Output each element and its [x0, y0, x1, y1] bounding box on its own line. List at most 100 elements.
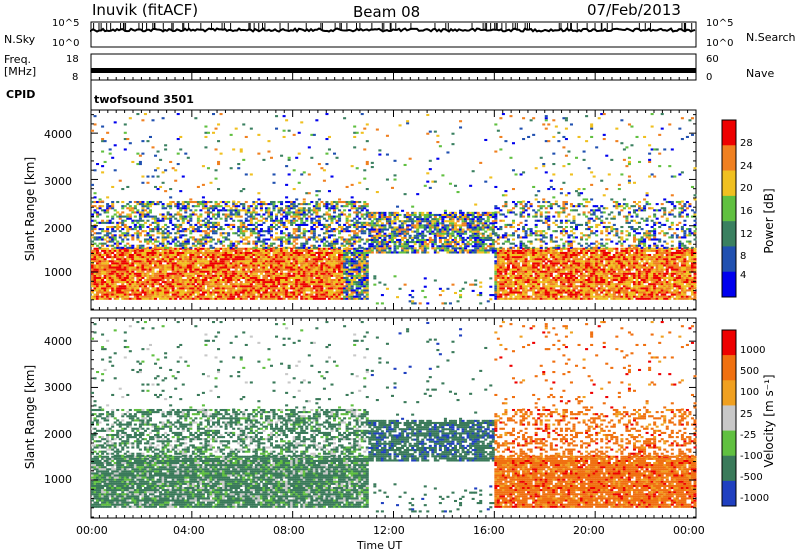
- power-cell: [355, 256, 359, 259]
- power-cell: [118, 264, 122, 267]
- power-cell: [454, 241, 458, 244]
- power-cell: [292, 256, 296, 259]
- power-cell: [184, 274, 188, 277]
- power-cell: [481, 213, 485, 217]
- power-cell: [451, 213, 455, 217]
- power-cell: [154, 283, 158, 286]
- power-cell: [237, 213, 241, 216]
- power-cell: [370, 211, 374, 214]
- power-cell: [159, 262, 163, 265]
- power-cell: [358, 221, 362, 224]
- power-cell: [300, 291, 304, 294]
- power-cell: [212, 262, 216, 265]
- power-cell: [214, 213, 218, 216]
- power-cell: [315, 246, 319, 249]
- power-cell: [181, 244, 185, 247]
- power-cell: [239, 225, 243, 229]
- power-cell: [380, 243, 384, 246]
- power-cell: [269, 223, 273, 226]
- power-cell: [224, 272, 228, 275]
- power-cell: [227, 287, 231, 290]
- power-cell: [287, 295, 291, 298]
- power-cell: [317, 221, 321, 224]
- power-cell: [302, 215, 306, 218]
- power-cell: [353, 297, 357, 300]
- power-cell: [262, 266, 266, 269]
- power-cell: [138, 232, 142, 235]
- power-cell: [133, 256, 137, 259]
- power-cell: [128, 249, 132, 252]
- power-cell: [227, 244, 231, 247]
- power-cell: [171, 247, 175, 250]
- power-cell: [333, 217, 337, 220]
- power-cell: [143, 274, 147, 277]
- power-cell: [123, 266, 127, 269]
- power-cell: [272, 272, 276, 275]
- power-cell: [363, 205, 367, 208]
- power-cell: [340, 293, 344, 296]
- power-cell: [113, 169, 117, 172]
- power-cell: [406, 249, 410, 252]
- power-cell: [222, 256, 226, 259]
- power-cell: [340, 213, 344, 216]
- power-cell: [96, 268, 100, 271]
- power-cell: [297, 274, 301, 277]
- power-cell: [350, 297, 354, 300]
- power-cell: [252, 209, 256, 212]
- power-cell: [136, 264, 140, 267]
- power-cell: [431, 245, 435, 248]
- power-cell: [214, 295, 218, 298]
- power-cell: [287, 158, 291, 161]
- power-cell: [360, 246, 364, 249]
- power-cell: [217, 215, 221, 218]
- power-cell: [408, 218, 412, 221]
- power-cell: [254, 246, 258, 249]
- power-cell: [219, 289, 223, 292]
- power-cell: [297, 278, 301, 282]
- power-cell: [448, 302, 452, 305]
- power-cell: [121, 207, 125, 210]
- power-cell: [232, 232, 236, 235]
- power-cell: [370, 224, 374, 227]
- power-cell: [317, 291, 321, 294]
- power-cell: [459, 228, 463, 231]
- power-cell: [333, 200, 337, 204]
- power-cell: [292, 232, 296, 235]
- power-cell: [156, 276, 160, 279]
- power-cell: [474, 241, 478, 244]
- power-cell: [355, 274, 359, 277]
- power-cell: [189, 270, 193, 273]
- power-cell: [267, 140, 271, 143]
- power-cell: [101, 293, 105, 296]
- power-cell: [237, 256, 241, 259]
- power-cell: [146, 215, 150, 218]
- power-cell: [121, 285, 125, 288]
- power-cell: [398, 224, 402, 227]
- power-cell: [212, 293, 216, 296]
- power-cell: [317, 215, 321, 218]
- power-cell: [199, 225, 203, 229]
- power-cell: [474, 228, 478, 231]
- power-cell: [148, 268, 152, 271]
- power-cell: [290, 223, 294, 226]
- power-cell: [280, 247, 284, 250]
- power-cell: [280, 251, 284, 254]
- power-cell: [93, 196, 97, 199]
- power-cell: [423, 296, 427, 299]
- power-cell: [310, 133, 314, 136]
- power-cell: [101, 150, 105, 153]
- power-cell: [186, 256, 190, 259]
- power-cell: [156, 291, 160, 294]
- power-cell: [123, 293, 127, 296]
- power-cell: [459, 236, 463, 239]
- power-cell: [121, 223, 125, 226]
- power-cell: [292, 285, 296, 288]
- power-cell: [355, 291, 359, 294]
- power-cell: [138, 225, 142, 229]
- power-cell: [123, 247, 127, 250]
- power-cell: [484, 213, 488, 217]
- power-cell: [327, 268, 331, 271]
- power-cell: [297, 283, 301, 286]
- velocity-colorbar-segment: [722, 480, 736, 507]
- power-cell: [388, 241, 392, 244]
